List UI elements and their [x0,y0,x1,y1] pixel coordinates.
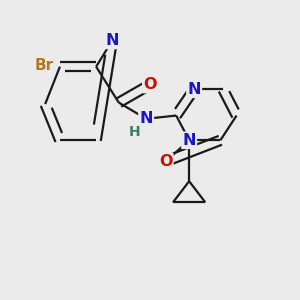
Text: N: N [182,133,196,148]
Text: N: N [188,82,201,97]
Text: Br: Br [34,58,53,73]
Text: N: N [140,111,153,126]
Text: H: H [129,125,141,139]
Text: O: O [143,77,157,92]
Text: O: O [159,154,172,169]
Text: N: N [106,33,119,48]
